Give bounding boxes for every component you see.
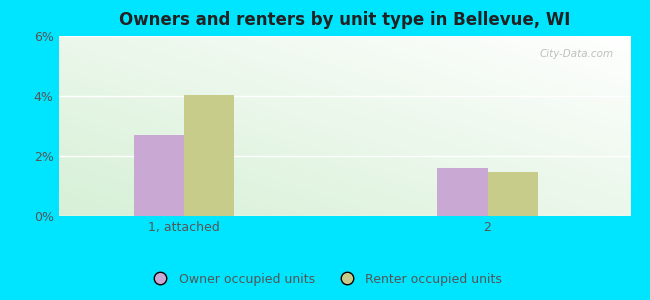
Bar [183,94,234,216]
Legend: Owner occupied units, Renter occupied units: Owner occupied units, Renter occupied un… [143,268,507,291]
Text: City-Data.com: City-Data.com [540,49,614,58]
Bar [134,135,183,216]
Bar [488,172,538,216]
Title: Owners and renters by unit type in Bellevue, WI: Owners and renters by unit type in Belle… [119,11,570,29]
Bar [437,168,488,216]
